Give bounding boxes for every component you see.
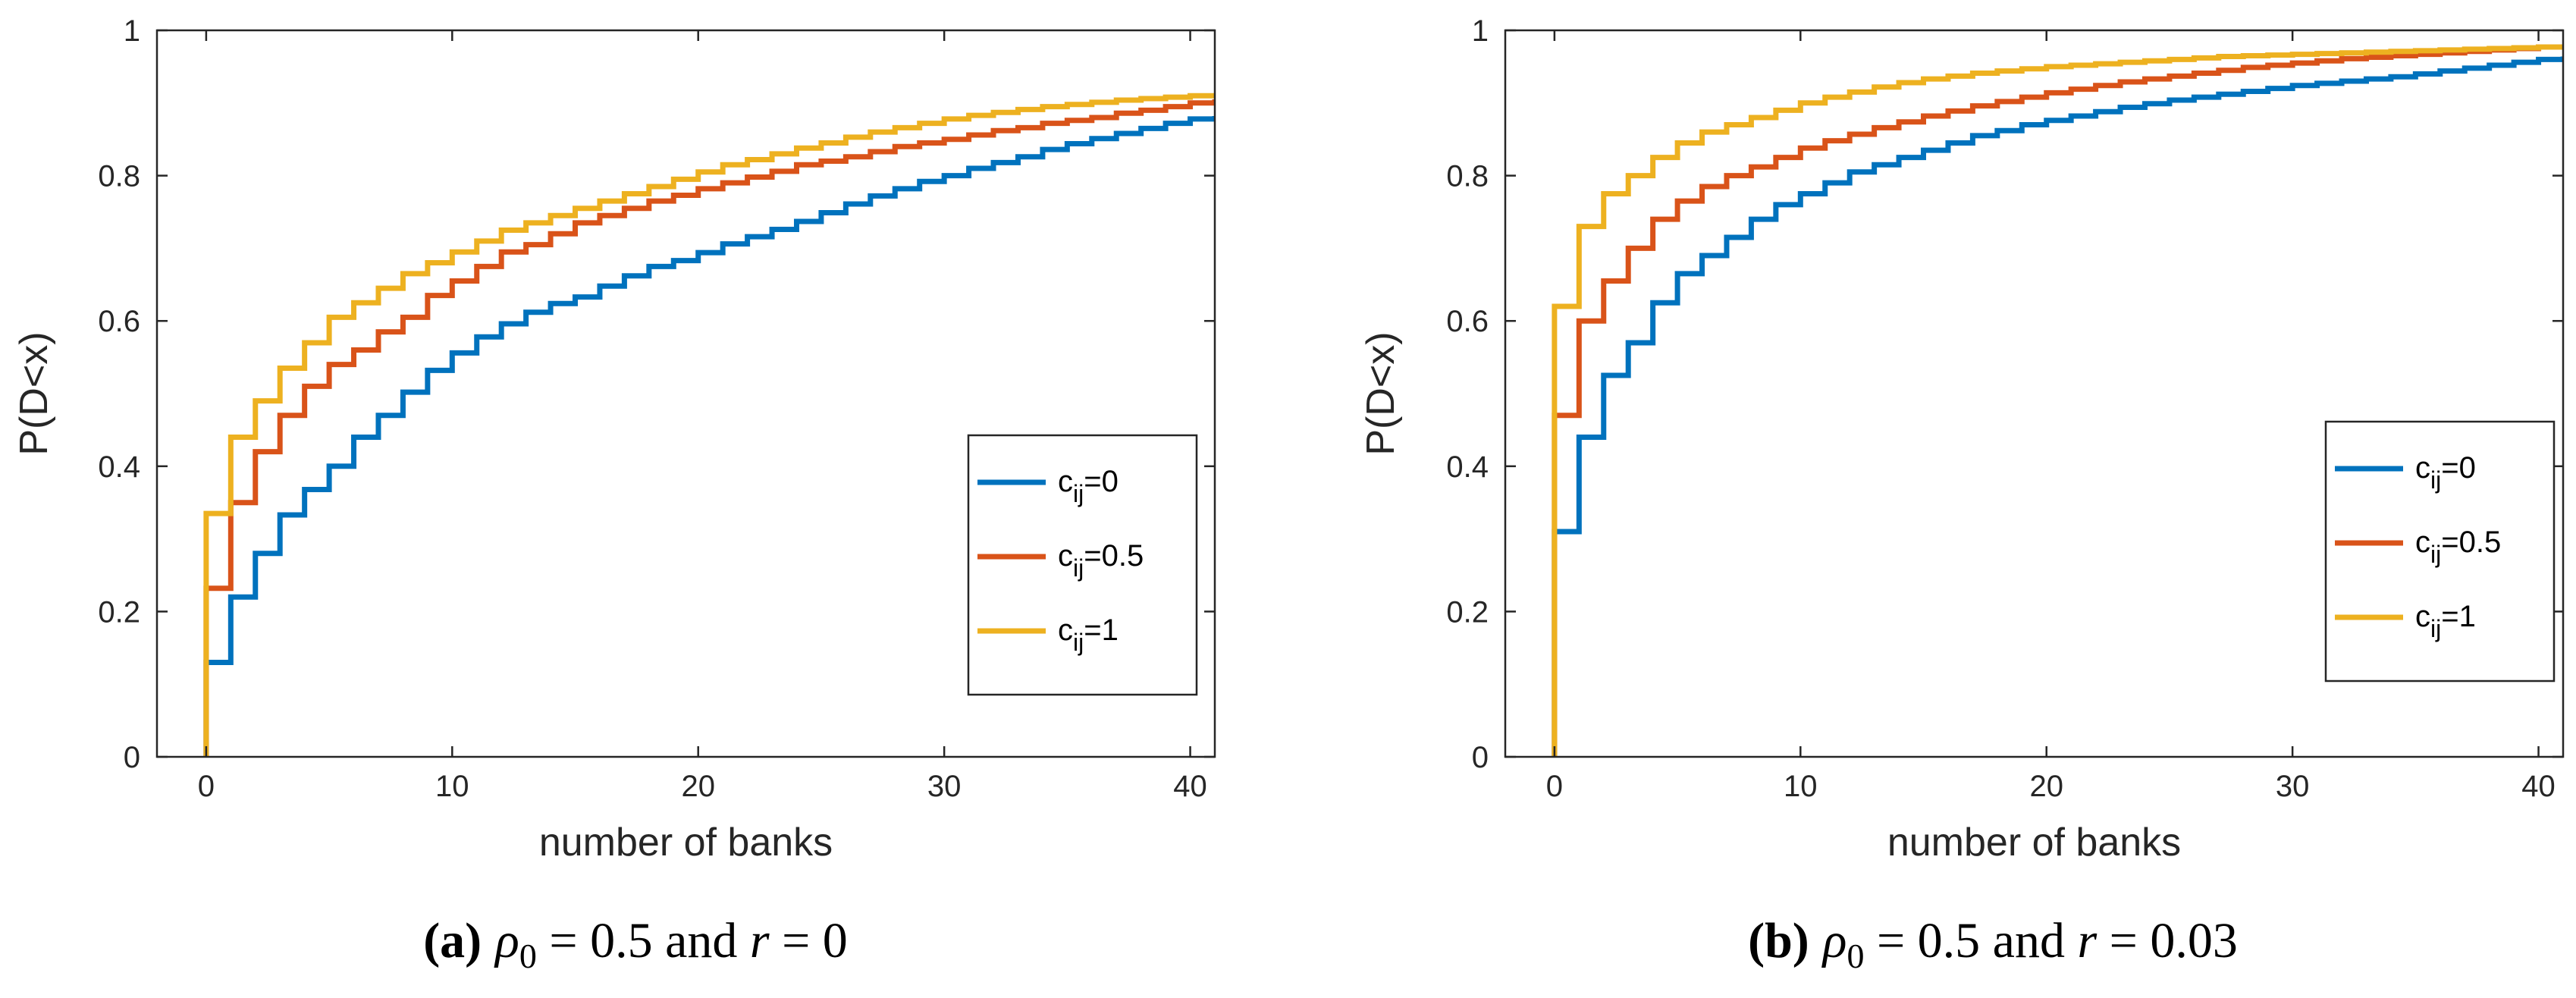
caption-label: (a): [423, 913, 482, 968]
caption-middle: = 0.5 and: [537, 913, 750, 968]
legend-label: cij=0: [1058, 465, 1119, 507]
x-axis-label: number of banks: [1887, 821, 2181, 865]
x-tick-label: 10: [1784, 770, 1818, 803]
caption-r: r: [750, 913, 770, 968]
y-tick-label: 0.6: [1446, 305, 1489, 338]
legend-label-base: c: [2415, 526, 2430, 559]
y-axis-label: P(D<x): [1359, 331, 1403, 455]
legend-label-subscript: ij: [1073, 629, 1084, 656]
caption: (b) ρ0 = 0.5 and r = 0.03: [1748, 913, 2238, 975]
x-tick-label: 40: [1173, 770, 1207, 803]
series-line-eq-0: [1552, 56, 2563, 757]
series-line-eq-0-5: [1552, 44, 2563, 757]
caption-rho: ρ: [1821, 913, 1847, 968]
series-line-eq-0-5: [203, 99, 1215, 757]
legend-box: [967, 434, 1198, 696]
axes-box: [155, 29, 1216, 758]
x-tick-label: 20: [681, 770, 715, 803]
legend-label: cij=0.5: [1058, 539, 1144, 582]
legend-box: [2324, 420, 2556, 683]
caption-rho-subscript: 0: [1846, 937, 1864, 975]
y-tick-label: 0.2: [1446, 595, 1489, 629]
series-line-eq-1: [203, 93, 1215, 757]
y-tick-label: 0.8: [98, 160, 140, 193]
axes-box: [1504, 29, 2565, 758]
caption-middle: = 0.5 and: [1864, 913, 2077, 968]
y-tick-label: 0.4: [1446, 450, 1489, 484]
caption-rho: ρ: [494, 913, 519, 968]
legend-label-base: c: [1058, 539, 1073, 573]
x-tick-label: 30: [927, 770, 962, 803]
legend-label: cij=1: [1058, 614, 1119, 656]
legend-label-base: c: [2415, 600, 2430, 633]
caption-r-value: = 0.03: [2097, 913, 2238, 968]
legend-label-value: =0: [1084, 465, 1119, 498]
x-tick-label: 0: [198, 770, 215, 803]
legend-label-subscript: ij: [1073, 480, 1084, 507]
x-tick-label: 20: [2029, 770, 2063, 803]
y-tick-label: 0.2: [98, 595, 140, 629]
legend-label: cij=0.5: [2415, 526, 2501, 568]
legend-label-value: =0: [2441, 451, 2476, 485]
y-tick-label: 0.4: [98, 450, 140, 484]
legend-label-subscript: ij: [2430, 541, 2441, 568]
caption-r-value: = 0: [770, 913, 848, 968]
legend-label-value: =0.5: [2441, 526, 2501, 559]
y-tick-label: 0: [124, 741, 140, 774]
x-tick-label: 40: [2521, 770, 2556, 803]
legend-label-base: c: [1058, 465, 1073, 498]
caption-r: r: [2077, 913, 2097, 968]
caption-label: (b): [1748, 913, 1809, 968]
x-tick-label: 30: [2276, 770, 2310, 803]
series-line-eq-0: [203, 116, 1215, 757]
x-tick-label: 10: [435, 770, 469, 803]
chart-a: 0 10 20 30 40 0 0.2 0.4 0.6 0.8 1 number of banks P(…: [12, 14, 1216, 975]
x-axis-label: number of banks: [539, 821, 833, 865]
x-tick-label: 0: [1546, 770, 1563, 803]
caption: (a) ρ0 = 0.5 and r = 0: [423, 913, 848, 975]
legend-label: cij=0: [2415, 451, 2476, 494]
legend-label-value: =1: [2441, 600, 2476, 633]
legend-label-subscript: ij: [1073, 554, 1084, 582]
legend-label-base: c: [1058, 614, 1073, 647]
legend-label-subscript: ij: [2430, 466, 2441, 494]
legend-label-value: =0.5: [1084, 539, 1144, 573]
y-tick-label: 1: [1472, 14, 1489, 48]
series-line-eq-1: [1552, 44, 2563, 757]
y-tick-label: 0: [1472, 741, 1489, 774]
legend-label-base: c: [2415, 451, 2430, 485]
caption-rho-subscript: 0: [519, 937, 537, 975]
legend-label-value: =1: [1084, 614, 1119, 647]
legend-label-subscript: ij: [2430, 615, 2441, 642]
y-tick-label: 1: [124, 14, 140, 48]
y-tick-label: 0.6: [98, 305, 140, 338]
chart-b: 0 10 20 30 40 0 0.2 0.4 0.6 0.8 1 number of banks P(…: [1359, 14, 2565, 975]
y-tick-label: 0.8: [1446, 160, 1489, 193]
y-axis-label: P(D<x): [12, 331, 56, 455]
legend-label: cij=1: [2415, 600, 2476, 642]
